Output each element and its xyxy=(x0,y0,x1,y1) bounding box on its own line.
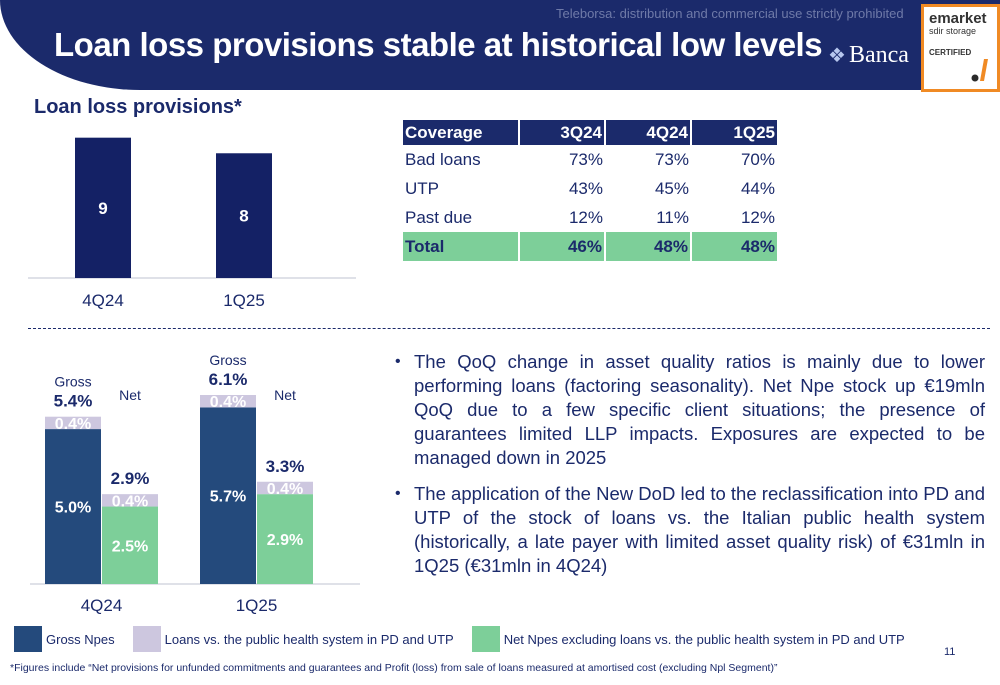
net-bar-segment xyxy=(257,494,313,584)
gross-bar-segment xyxy=(200,395,256,408)
chart-legend: Gross Npes Loans vs. the public health s… xyxy=(14,625,923,653)
net-total-label: 2.9% xyxy=(111,469,150,488)
coverage-table: Coverage 3Q24 4Q24 1Q25 Bad loans 73% 73… xyxy=(403,120,777,261)
net-total-label: 3.3% xyxy=(266,457,305,476)
legend-item: Net Npes excluding loans vs. the public … xyxy=(471,626,905,652)
list-item: • The application of the New DoD led to … xyxy=(395,482,985,578)
row-label: Past due xyxy=(405,207,473,227)
table-cell: 70% xyxy=(740,149,775,169)
row-label: UTP xyxy=(405,178,439,198)
header-banner: Loan loss provisions stable at historica… xyxy=(0,0,1000,90)
gross-total-label: 5.4% xyxy=(54,392,93,411)
npe-ratio-chart: 5.0% 0.4% 5.4% Gross 5.7% 0.4% 6.1% Gross 2.5% 0.… xyxy=(30,352,360,615)
tick-label: 4Q24 xyxy=(82,291,124,310)
legend-label: Loans vs. the public health system in PD… xyxy=(164,631,454,647)
legend-swatch xyxy=(471,626,500,652)
net-segment-label: 0.4% xyxy=(267,481,303,498)
legend-item: Loans vs. the public health system in PD… xyxy=(132,626,454,652)
row-label: Bad loans xyxy=(405,149,481,169)
page-number: 11 xyxy=(944,646,956,658)
bullet-text: The QoQ change in asset quality ratios i… xyxy=(414,351,985,468)
row-label: Total xyxy=(403,232,520,261)
gross-header-label: Gross xyxy=(54,374,91,390)
table-cell: 73% xyxy=(568,149,603,169)
gross-segment-label: 5.7% xyxy=(210,489,246,506)
emarket-logo-subtitle: sdir storage xyxy=(929,26,977,36)
net-header-label: Net xyxy=(274,387,296,403)
gross-segment-label: 0.4% xyxy=(55,416,91,433)
llp-bar-chart: 9 4Q24 8 1Q25 xyxy=(28,137,356,310)
gross-header-label: Gross xyxy=(209,352,246,368)
tick-label: 1Q25 xyxy=(236,596,278,615)
bank-name: Banca xyxy=(848,42,909,68)
legend-label: Net Npes excluding loans vs. the public … xyxy=(503,631,905,647)
bar xyxy=(75,137,131,278)
coverage-header-cell: 3Q24 xyxy=(519,120,606,145)
gross-segment-label: 0.4% xyxy=(210,394,246,411)
coverage-header-cell: Coverage xyxy=(403,120,520,145)
emarket-orange-icon xyxy=(971,59,988,82)
net-segment-label: 2.9% xyxy=(267,532,303,549)
llp-chart-title: Loan loss provisions* xyxy=(34,96,242,118)
net-bar-segment xyxy=(257,481,313,495)
table-cell: 73% xyxy=(654,149,689,169)
total-row: Total 46% 48% 48% xyxy=(403,232,777,261)
diamond-logo-icon: ❖ xyxy=(828,45,846,67)
bullet-icon: • xyxy=(395,353,401,370)
table-cell: 48% xyxy=(691,232,777,261)
legend-swatch xyxy=(14,626,42,652)
table-cell: 45% xyxy=(654,178,689,198)
emarket-certified-logo: emarket sdir storage CERTIFIED xyxy=(921,4,1000,92)
footnote: *Figures include “Net provisions for unf… xyxy=(10,662,778,674)
bullet-text: The application of the New DoD led to th… xyxy=(414,483,985,576)
gross-segment-label: 5.0% xyxy=(55,500,91,517)
table-cell: 12% xyxy=(568,207,603,227)
coverage-header-cell: 1Q25 xyxy=(691,120,777,145)
table-row: Past due 12% 11% 12% xyxy=(403,203,777,232)
table-cell: 44% xyxy=(740,178,775,198)
gross-bar-segment xyxy=(45,429,101,584)
table-row: UTP 43% 45% 44% xyxy=(403,174,777,203)
net-header-label: Net xyxy=(119,387,141,403)
net-bar-segment xyxy=(102,506,158,584)
list-item: • The QoQ change in asset quality ratios… xyxy=(395,350,985,470)
data-label: 8 xyxy=(239,207,248,226)
table-cell: 43% xyxy=(568,178,603,198)
table-cell: 48% xyxy=(605,232,692,261)
gross-bar-segment xyxy=(45,416,101,430)
coverage-header-row: Coverage 3Q24 4Q24 1Q25 xyxy=(403,120,777,145)
legend-item: Gross Npes xyxy=(14,626,115,652)
net-segment-label: 2.5% xyxy=(112,538,148,555)
bank-logo: ❖ Banca xyxy=(828,42,909,69)
table-row: Bad loans 73% 73% 70% xyxy=(403,145,777,174)
tick-label: 1Q25 xyxy=(223,291,265,310)
data-label: 9 xyxy=(98,199,107,218)
commentary-list: • The QoQ change in asset quality ratios… xyxy=(395,350,985,590)
watermark-text: Teleborsa: distribution and commercial u… xyxy=(556,6,904,21)
table-cell: 46% xyxy=(519,232,606,261)
coverage-header-cell: 4Q24 xyxy=(605,120,692,145)
emarket-logo-title: emarket xyxy=(929,10,987,27)
section-divider xyxy=(28,328,990,329)
table-cell: 11% xyxy=(656,207,689,227)
gross-total-label: 6.1% xyxy=(209,370,248,389)
legend-label: Gross Npes xyxy=(46,631,115,647)
emarket-logo-certified: CERTIFIED xyxy=(929,48,972,57)
net-segment-label: 0.4% xyxy=(112,493,148,510)
bullet-icon: • xyxy=(395,485,401,502)
tick-label: 4Q24 xyxy=(81,596,123,615)
gross-bar-segment xyxy=(200,407,256,584)
legend-swatch xyxy=(132,626,161,652)
bar xyxy=(216,153,272,278)
net-bar-segment xyxy=(102,494,158,507)
table-cell: 12% xyxy=(740,207,775,227)
page-title: Loan loss provisions stable at historica… xyxy=(54,26,823,63)
